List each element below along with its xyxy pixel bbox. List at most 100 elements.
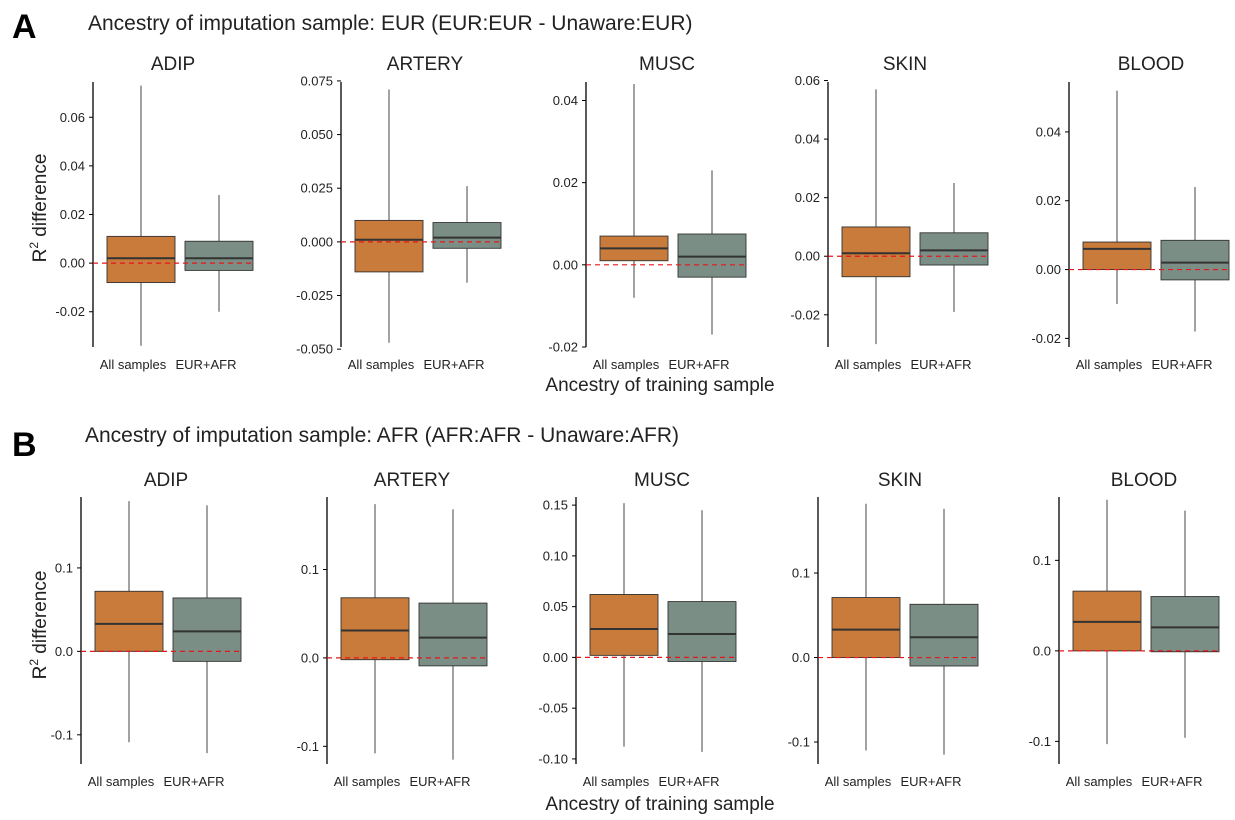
box-eur-afr xyxy=(184,240,254,271)
y-tick-label: 0.00 xyxy=(1036,262,1061,277)
subplot-title-b-adip: ADIP xyxy=(144,470,188,491)
x-category-label: EUR+AFR xyxy=(175,357,236,372)
panel-letter-b: B xyxy=(12,426,37,464)
box-all-samples xyxy=(831,597,901,658)
box-eur-afr xyxy=(418,602,488,667)
subplot-a-musc: MUSC -0.02 0.00 0.02 0.04 All samples EUR+AFR xyxy=(548,54,748,372)
y-tick-label: 0.0 xyxy=(301,650,319,665)
x-category-label: All samples xyxy=(88,774,155,789)
subplot-a-adip: ADIP -0.02 0.00 0.02 0.04 0.06 All samples EUR+… xyxy=(55,54,255,372)
y-tick-label: 0.04 xyxy=(795,132,820,147)
subplot-b-artery: ARTERY -0.1 0.0 0.1 All samples EUR+AFR xyxy=(297,470,489,789)
x-category-label: EUR+AFR xyxy=(163,774,224,789)
x-category-label: EUR+AFR xyxy=(900,774,961,789)
y-axis-label-b-rest: difference xyxy=(30,571,51,659)
box-eur-afr xyxy=(909,603,979,667)
y-tick-label: -0.1 xyxy=(297,739,319,754)
subplot-a-artery: ARTERY -0.050 -0.025 0.000 0.025 0.050 0.075 Al… xyxy=(296,54,503,372)
y-tick-label: 0.02 xyxy=(795,190,820,205)
x-category-label: All samples xyxy=(100,357,167,372)
x-category-label: EUR+AFR xyxy=(910,357,971,372)
y-tick-label: -0.02 xyxy=(790,307,820,322)
subplot-title-b-artery: ARTERY xyxy=(374,470,451,491)
y-tick-label: 0.0 xyxy=(55,644,73,659)
y-tick-label: 0.04 xyxy=(553,93,578,108)
y-tick-label: 0.10 xyxy=(543,548,568,563)
x-category-label: All samples xyxy=(1066,774,1133,789)
y-tick-label: -0.10 xyxy=(538,751,568,766)
subplot-b-musc: MUSC -0.10 -0.05 0.00 0.05 0.10 0.15 All sample… xyxy=(538,470,738,789)
y-axis-label-a: R2 difference xyxy=(27,154,51,263)
y-tick-label: 0.1 xyxy=(55,560,73,575)
subplot-title-a-skin: SKIN xyxy=(883,54,927,75)
y-axis-label-b: R2 difference xyxy=(27,571,51,680)
x-category-label: EUR+AFR xyxy=(1151,357,1212,372)
subplot-title-a-musc: MUSC xyxy=(639,54,695,75)
y-tick-label: 0.1 xyxy=(301,562,319,577)
y-tick-label: -0.02 xyxy=(55,304,85,319)
x-axis-label-a: Ancestry of training sample xyxy=(545,375,774,396)
x-category-label: EUR+AFR xyxy=(409,774,470,789)
x-axis-label-b: Ancestry of training sample xyxy=(545,794,774,815)
y-tick-label: 0.04 xyxy=(60,158,85,173)
y-tick-label: 0.05 xyxy=(543,599,568,614)
x-category-label: All samples xyxy=(835,357,902,372)
box-all-samples xyxy=(106,235,176,284)
subplot-b-blood: BLOOD -0.1 0.0 0.1 All samples EUR+AFR xyxy=(1029,470,1221,789)
x-category-label: EUR+AFR xyxy=(1141,774,1202,789)
x-category-label: All samples xyxy=(825,774,892,789)
y-tick-label: -0.1 xyxy=(1029,734,1051,749)
box-all-samples xyxy=(1082,241,1152,271)
y-tick-label: -0.050 xyxy=(296,342,333,357)
y-tick-label: 0.000 xyxy=(300,234,333,249)
y-tick-label: 0.02 xyxy=(60,207,85,222)
y-tick-label: 0.00 xyxy=(60,256,85,271)
subplot-title-a-adip: ADIP xyxy=(151,54,195,75)
box-eur-afr xyxy=(432,222,502,249)
x-category-label: EUR+AFR xyxy=(423,357,484,372)
panel-letter-a: A xyxy=(12,8,37,46)
panel-title-b: Ancestry of imputation sample: AFR (AFR:… xyxy=(85,424,679,447)
box-eur-afr xyxy=(919,232,989,266)
y-tick-label: 0.04 xyxy=(1036,124,1061,139)
y-tick-label: 0.06 xyxy=(795,73,820,88)
x-category-label: EUR+AFR xyxy=(668,357,729,372)
x-category-label: All samples xyxy=(593,357,660,372)
y-tick-label: -0.05 xyxy=(538,701,568,716)
box-all-samples xyxy=(589,594,659,656)
y-tick-label: 0.0 xyxy=(1033,643,1051,658)
subplot-title-b-musc: MUSC xyxy=(634,470,690,491)
y-axis-label-b-sup: 2 xyxy=(27,659,41,666)
subplot-title-a-artery: ARTERY xyxy=(387,54,464,75)
svg-text:R2 difference: R2 difference xyxy=(27,571,51,680)
y-tick-label: 0.050 xyxy=(300,127,333,142)
y-tick-label: 0.075 xyxy=(300,73,333,88)
subplots: ADIP -0.02 0.00 0.02 0.04 0.06 All samples EUR+… xyxy=(51,54,1231,789)
y-tick-label: 0.00 xyxy=(553,257,578,272)
y-tick-label: 0.15 xyxy=(543,498,568,513)
box-eur-afr xyxy=(677,233,747,278)
y-tick-label: 0.0 xyxy=(792,650,810,665)
x-category-label: EUR+AFR xyxy=(658,774,719,789)
y-axis-label-b-main: R xyxy=(30,666,51,680)
y-tick-label: 0.00 xyxy=(795,249,820,264)
svg-text:R2 difference: R2 difference xyxy=(27,154,51,263)
box-all-samples xyxy=(340,597,410,661)
y-tick-label: 0.025 xyxy=(300,181,333,196)
subplot-a-blood: BLOOD -0.02 0.00 0.02 0.04 All samples EUR+AFR xyxy=(1031,54,1231,372)
y-tick-label: 0.1 xyxy=(792,566,810,581)
y-tick-label: -0.02 xyxy=(1031,331,1061,346)
y-tick-label: -0.025 xyxy=(296,288,333,303)
x-category-label: All samples xyxy=(1076,357,1143,372)
x-category-label: All samples xyxy=(334,774,401,789)
box-eur-afr xyxy=(1150,596,1220,653)
box-all-samples xyxy=(94,590,164,652)
y-tick-label: 0.00 xyxy=(543,650,568,665)
box-eur-afr xyxy=(667,601,737,662)
y-tick-label: -0.02 xyxy=(548,340,578,355)
y-tick-label: 0.02 xyxy=(553,175,578,190)
subplot-title-b-skin: SKIN xyxy=(878,470,922,491)
y-tick-label: -0.1 xyxy=(51,727,73,742)
y-tick-label: 0.06 xyxy=(60,110,85,125)
